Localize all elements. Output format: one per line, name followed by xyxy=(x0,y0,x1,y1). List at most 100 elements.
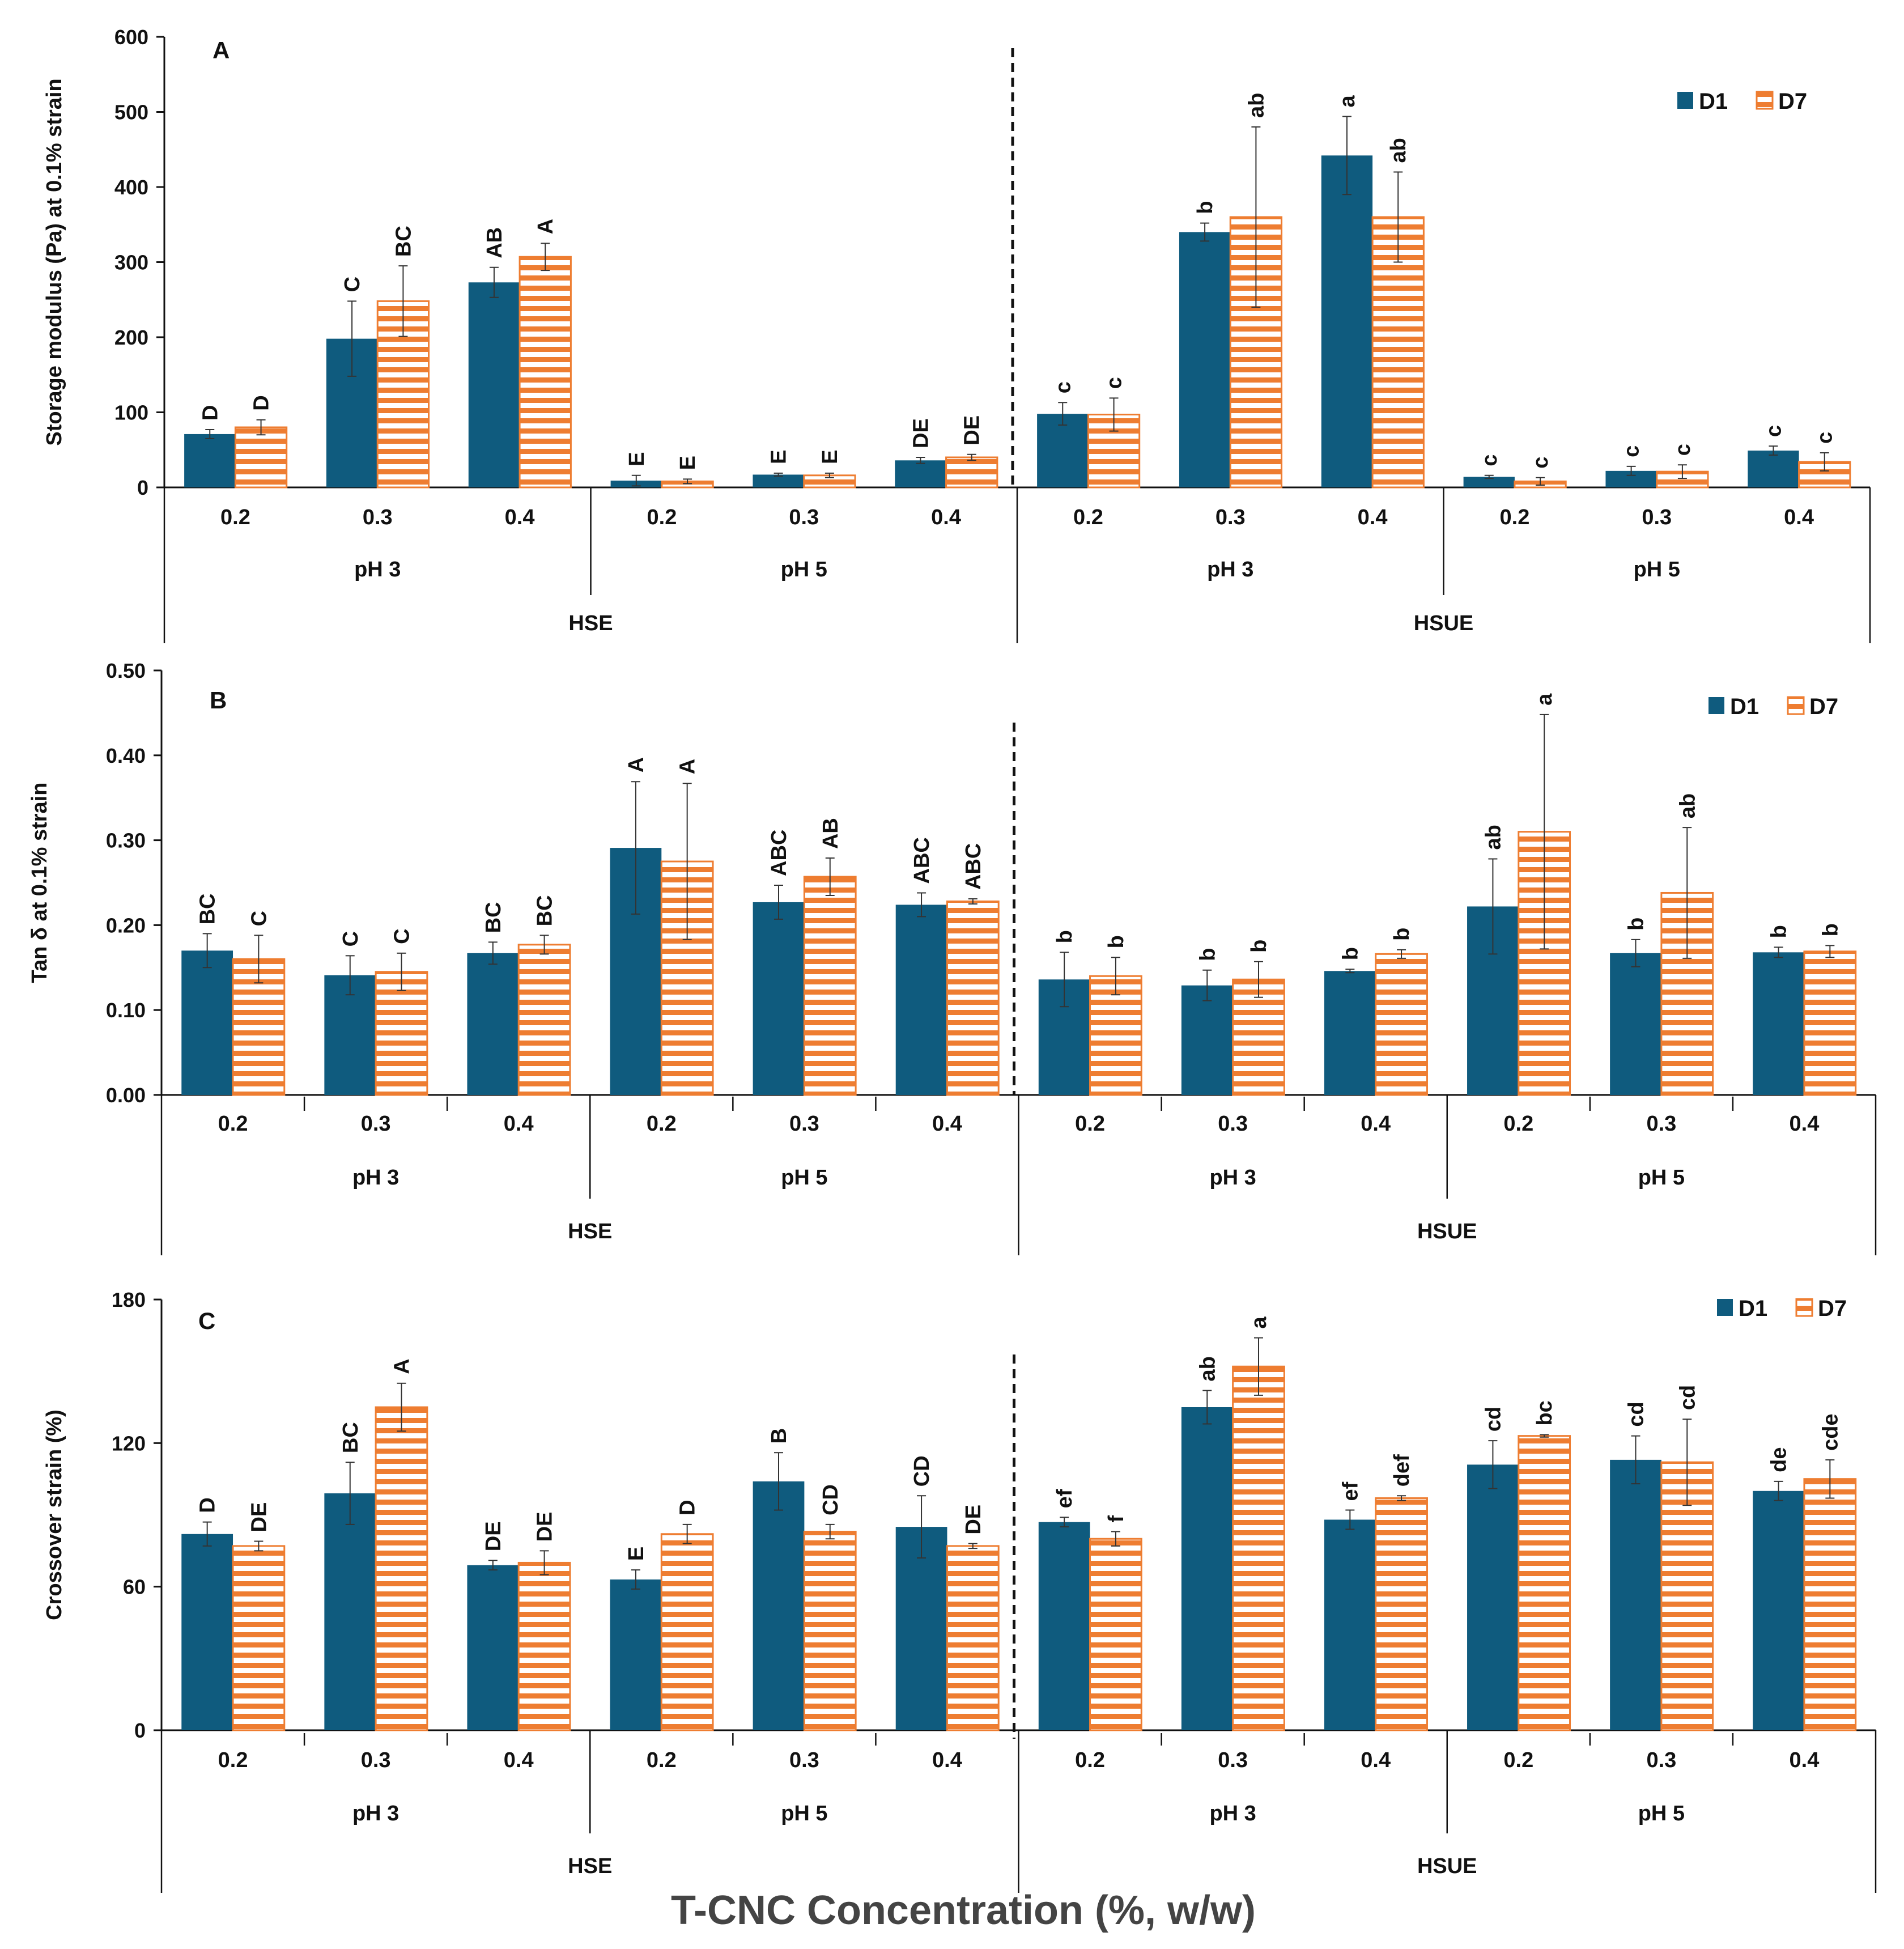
y-tick-label: 500 xyxy=(114,101,148,124)
x-category-label: 0.2 xyxy=(1500,506,1530,529)
x-category-label: 0.2 xyxy=(1075,1748,1105,1772)
x-category-label: 0.4 xyxy=(504,1112,534,1136)
legend: D1 D7 xyxy=(1677,89,1807,114)
bar-d7 xyxy=(945,456,998,489)
x-category-label: 0.2 xyxy=(647,506,677,529)
bar-d7 xyxy=(1803,950,1857,1096)
significance-letter-d7: C xyxy=(390,928,414,944)
bar-d7 xyxy=(517,1561,571,1731)
significance-letter-d1: CD xyxy=(910,1455,934,1487)
x-category-label: 0.2 xyxy=(218,1748,248,1772)
significance-letter-d7: CD xyxy=(819,1484,843,1515)
significance-letter-d7: bc xyxy=(1533,1400,1557,1425)
x-category-label: 0.3 xyxy=(361,1112,391,1136)
bar-d7 xyxy=(1660,1461,1714,1731)
bar-d1 xyxy=(895,1527,947,1730)
method-group-label: HSE xyxy=(568,1220,612,1243)
significance-letter-d1: D xyxy=(196,1497,220,1513)
significance-letter-d1: ef xyxy=(1053,1489,1077,1508)
bar-d1 xyxy=(1463,477,1515,487)
x-category-label: 0.4 xyxy=(505,506,535,529)
significance-letter-d1: b xyxy=(1193,201,1217,214)
legend-swatch-d7 xyxy=(1756,91,1774,110)
legend-swatch-d1 xyxy=(1677,92,1693,109)
x-category-label: 0.2 xyxy=(647,1748,677,1772)
bar-d1 xyxy=(753,902,805,1095)
method-group-label: HSE xyxy=(568,612,613,635)
bar-d1 xyxy=(1753,1491,1804,1730)
bar-d1 xyxy=(181,950,233,1095)
significance-letter-d7: cd xyxy=(1676,1385,1699,1410)
ph-group-label: pH 5 xyxy=(781,1802,827,1825)
significance-letter-d7: A xyxy=(676,759,700,774)
bar-d7 xyxy=(1375,1497,1428,1731)
significance-letter-d1: BC xyxy=(482,902,505,933)
bar-d1 xyxy=(1324,1519,1376,1730)
y-tick-label: 180 xyxy=(112,1288,146,1311)
bar-d7 xyxy=(1232,1365,1285,1731)
x-category-label: 0.4 xyxy=(1790,1748,1820,1772)
panel-label: C xyxy=(198,1307,215,1334)
bar-d1 xyxy=(1321,155,1373,488)
y-tick-label: 0 xyxy=(134,1719,146,1742)
bar-d1 xyxy=(1181,1407,1233,1730)
significance-letter-d1: b xyxy=(1625,918,1648,931)
y-tick-label: 120 xyxy=(112,1432,146,1455)
x-category-label: 0.3 xyxy=(361,1748,391,1772)
significance-letter-d1: a xyxy=(1336,95,1359,107)
y-tick-label: 0.10 xyxy=(106,999,146,1022)
bar-d1 xyxy=(610,1579,662,1730)
ph-group-label: pH 5 xyxy=(1638,1802,1685,1825)
x-category-label: 0.4 xyxy=(932,1112,962,1136)
x-category-label: 0.2 xyxy=(1073,506,1103,529)
x-category-label: 0.3 xyxy=(1216,506,1246,529)
significance-letter-d7: c xyxy=(1671,444,1695,456)
bar-d7 xyxy=(517,944,571,1096)
significance-letter-d1: ABC xyxy=(767,830,791,876)
bar-d1 xyxy=(895,905,947,1095)
panel-a: 0 100 200 300 400 500 600 Storage modulus (Pa) … xyxy=(42,26,1871,643)
y-tick-label: 100 xyxy=(114,401,148,424)
x-category-label: 0.2 xyxy=(220,506,250,529)
x-category-label: 0.2 xyxy=(1503,1748,1533,1772)
bar-d1 xyxy=(1181,985,1233,1095)
legend-label-d1: D1 xyxy=(1739,1296,1767,1321)
x-category-label: 0.3 xyxy=(789,1112,819,1136)
x-category-label: 0.3 xyxy=(789,506,819,529)
x-category-label: 0.3 xyxy=(1218,1748,1248,1772)
significance-letter-d7: b xyxy=(1818,923,1842,936)
bar-d1 xyxy=(181,1534,233,1730)
significance-letter-d7: f xyxy=(1104,1515,1128,1523)
ph-group-label: pH 3 xyxy=(1207,558,1253,581)
ph-group-label: pH 3 xyxy=(354,558,401,581)
bar-d1 xyxy=(1467,1464,1519,1730)
x-category-label: 0.4 xyxy=(1784,506,1814,529)
significance-letter-d7: c xyxy=(1529,457,1553,469)
significance-letter-d7: ab xyxy=(1244,93,1268,118)
significance-letter-d1: E xyxy=(767,449,791,464)
legend-label-d7: D7 xyxy=(1818,1296,1847,1321)
legend: D1 D7 xyxy=(1717,1296,1847,1321)
significance-letter-d7: c xyxy=(1103,377,1127,389)
bar-d7 xyxy=(803,876,857,1096)
y-axis-label: Tan δ at 0.1% strain xyxy=(28,783,52,983)
significance-letter-d7: ab xyxy=(1676,793,1699,818)
ph-group-label: pH 3 xyxy=(1209,1166,1256,1190)
x-category-label: 0.3 xyxy=(1218,1112,1248,1136)
bar-d1 xyxy=(324,1493,376,1730)
y-axis-label: Storage modulus (Pa) at 0.1% strain xyxy=(42,78,66,445)
x-category-label: 0.2 xyxy=(647,1112,677,1136)
x-category-label: 0.2 xyxy=(218,1112,248,1136)
significance-letter-d1: c xyxy=(1478,455,1502,466)
legend-label-d1: D1 xyxy=(1730,694,1759,719)
x-category-label: 0.4 xyxy=(1358,506,1388,529)
y-tick-label: 0.50 xyxy=(106,659,146,682)
significance-letter-d7: A xyxy=(390,1358,414,1374)
significance-letter-d7: AB xyxy=(819,818,843,849)
significance-letter-d1: ab xyxy=(1196,1356,1219,1381)
panel-label: A xyxy=(212,37,230,63)
panel-c: 0 60 120 180 Crossover strain (%) C 0.2 0.3 0.4 0… xyxy=(42,1288,1877,1893)
significance-letter-d1: BC xyxy=(339,1422,363,1453)
bar-d1 xyxy=(895,460,946,487)
